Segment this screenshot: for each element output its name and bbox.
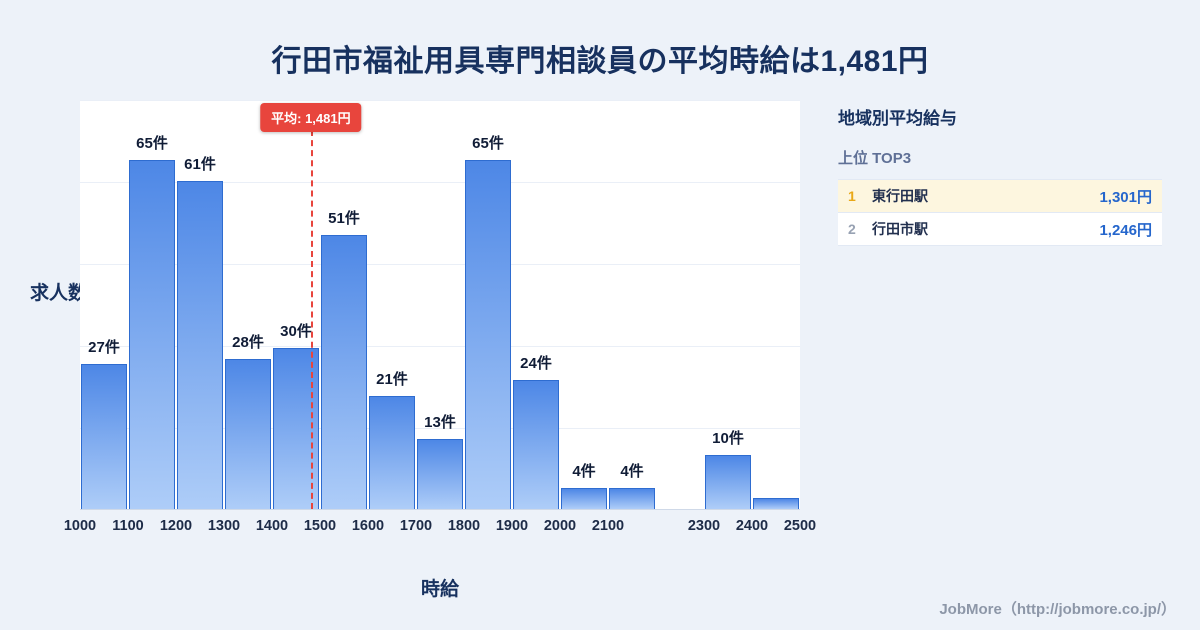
bar-count-label: 30件 <box>280 322 312 340</box>
x-tick-1000: 1000 <box>63 518 97 534</box>
histogram-bar-2100 <box>609 487 655 509</box>
x-tick-1100: 1100 <box>112 518 144 534</box>
gridline <box>80 182 800 183</box>
bar-count-label: 4件 <box>620 462 644 480</box>
bar-count-label: 65件 <box>136 134 168 152</box>
x-tick-2100: 2100 <box>591 518 625 534</box>
bar-count-label: 13件 <box>424 414 456 432</box>
gridlines <box>80 100 800 509</box>
rank-row-2: 2 行田市駅 1,246円 <box>838 213 1162 246</box>
x-axis-label: 時給 <box>420 579 459 600</box>
rank-number: 2 <box>848 221 856 237</box>
bar-count-label: 61件 <box>184 156 216 174</box>
side-panel: 地域別平均給与 上位 TOP3 1 東行田駅 1,301円 2 行田市駅 1,246円 <box>838 104 1162 246</box>
histogram-bar-1000 <box>81 363 127 509</box>
average-badge: 平均: 1,481円 <box>260 103 362 132</box>
x-axis-ticks: 1000 1100 1200 1300 1400 1500 1600 1700 1800 1900… <box>64 518 816 540</box>
station-name: 行田市駅 <box>872 221 928 237</box>
footer-credit: JobMore（http://jobmore.co.jp/） <box>939 601 1176 618</box>
bar-count-label: 24件 <box>520 355 552 373</box>
gridline <box>80 346 800 347</box>
bar-count-label: 28件 <box>232 333 264 351</box>
rank-number: 1 <box>848 188 856 204</box>
histogram-bar-1100 <box>129 159 175 509</box>
wage-value: 1,246円 <box>1099 221 1152 239</box>
station-name: 東行田駅 <box>872 188 928 204</box>
x-tick-2300: 2300 <box>687 518 721 534</box>
plot-area: 27件 65件 61件 28件 30件 51件 21件 13件 65件 24件 4件 4件 10件 平均… <box>80 100 800 510</box>
x-tick-1700: 1700 <box>399 518 433 534</box>
y-axis-label: 求人数 <box>30 283 88 304</box>
x-tick-1500: 1500 <box>303 518 337 534</box>
page-title: 行田市福祉用具専門相談員の平均時給は1,481円 <box>271 45 929 78</box>
panel-title: 地域別平均給与 <box>838 109 957 128</box>
histogram-bar-1500 <box>321 235 367 509</box>
histogram-bar-1900 <box>513 380 559 509</box>
x-tick-2000: 2000 <box>543 518 577 534</box>
x-tick-1800: 1800 <box>447 518 481 534</box>
histogram-bar-2000 <box>561 487 607 509</box>
x-tick-1400: 1400 <box>255 518 289 534</box>
bar-count-label: 4件 <box>572 462 596 480</box>
wage-value: 1,301円 <box>1099 188 1152 206</box>
bar-count-label: 27件 <box>88 338 120 356</box>
histogram-bar-2300 <box>705 455 751 509</box>
x-tick-2500: 2500 <box>783 518 817 534</box>
gridline <box>80 264 800 265</box>
histogram-bar-1300 <box>225 358 271 509</box>
histogram-bar-2400 <box>753 498 799 509</box>
histogram-bar-1700 <box>417 439 463 509</box>
rank-list: 1 東行田駅 1,301円 2 行田市駅 1,246円 <box>838 179 1162 246</box>
bar-count-label: 51件 <box>328 210 360 228</box>
histogram-bar-1600 <box>369 396 415 509</box>
x-tick-1900: 1900 <box>495 518 529 534</box>
histogram-bar-1200 <box>177 181 223 509</box>
gridline <box>80 100 800 101</box>
bar-count-label: 21件 <box>376 371 408 389</box>
x-tick-2400: 2400 <box>735 518 769 534</box>
rank-row-1: 1 東行田駅 1,301円 <box>838 180 1162 213</box>
average-line <box>310 130 313 509</box>
panel-subtitle: 上位 TOP3 <box>838 150 912 167</box>
x-tick-1200: 1200 <box>159 518 193 534</box>
histogram-bar-1800 <box>465 159 511 509</box>
bar-count-label: 10件 <box>712 430 744 448</box>
bar-count-label: 65件 <box>472 134 504 152</box>
x-tick-1600: 1600 <box>351 518 385 534</box>
x-tick-1300: 1300 <box>207 518 241 534</box>
gridline <box>80 428 800 429</box>
bars-container: 27件 65件 61件 28件 30件 51件 21件 13件 65件 24件 4件 4件 10件 <box>80 100 800 509</box>
